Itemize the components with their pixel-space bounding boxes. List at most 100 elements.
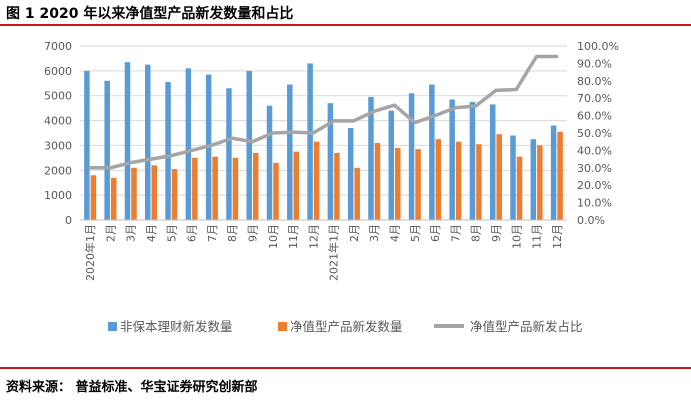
bar-non-guaranteed	[226, 88, 232, 220]
right-tick-label: 90.0%	[577, 57, 612, 70]
bar-net-value	[171, 169, 178, 220]
bar-net-value	[110, 177, 117, 220]
bar-net-value	[293, 151, 300, 220]
ratio-point	[169, 154, 173, 158]
bar-non-guaranteed	[368, 96, 374, 220]
right-tick-label: 10.0%	[577, 197, 612, 210]
bar-non-guaranteed	[530, 139, 537, 220]
x-tick-label: 6月	[186, 224, 199, 242]
ratio-point	[149, 157, 153, 161]
bar-non-guaranteed	[84, 70, 90, 220]
bar-net-value	[90, 175, 97, 220]
x-tick-label: 2020年1月	[83, 224, 97, 281]
left-tick-label: 7000	[44, 40, 72, 53]
bar-non-guaranteed	[327, 103, 334, 220]
bar-non-guaranteed	[347, 128, 354, 220]
ratio-point	[474, 104, 478, 108]
left-tick-label: 2000	[44, 164, 72, 177]
ratio-point	[230, 136, 234, 140]
right-tick-label: 50.0%	[577, 127, 612, 140]
right-tick-label: 60.0%	[577, 110, 612, 123]
right-tick-label: 100.0%	[577, 40, 619, 53]
chart: 0 1000 2000 3000 4000 5000 6000 7000 0.0% 10.0% 20…	[44, 40, 619, 334]
source-note: 资料来源： 普益标准、华宝证券研究创新部	[6, 380, 258, 395]
x-tick-label: 5月	[165, 224, 178, 242]
legend-label-orange: 净值型产品新发数量	[290, 319, 403, 334]
ratio-point	[453, 106, 457, 110]
x-tick-label: 2月	[348, 224, 361, 242]
bar-net-value	[313, 141, 320, 220]
x-tick-label: 10月	[267, 224, 280, 249]
legend-swatch-blue	[108, 322, 117, 331]
bar-non-guaranteed	[165, 82, 171, 220]
left-tick-label: 3000	[44, 139, 72, 152]
top-rule	[0, 24, 691, 26]
right-tick-label: 80.0%	[577, 75, 612, 88]
ratio-point	[555, 54, 559, 59]
bar-non-guaranteed	[185, 68, 192, 220]
ratio-point	[210, 143, 214, 147]
legend-label-gray: 净值型产品新发占比	[470, 319, 583, 334]
x-tick-label: 11月	[287, 224, 300, 249]
bar-non-guaranteed	[550, 125, 557, 220]
bar-net-value	[131, 167, 137, 220]
ratio-point	[534, 54, 539, 59]
bar-non-guaranteed	[246, 70, 252, 220]
right-tick-label: 40.0%	[577, 144, 612, 157]
x-tick-label: 4月	[145, 224, 158, 242]
figure-header: 图 1 2020 年以来净值型产品新发数量和占比	[0, 0, 691, 26]
x-tick-label: 7月	[206, 224, 219, 242]
x-tick-label: 5月	[409, 224, 422, 242]
ratio-point	[392, 103, 397, 107]
ratio-point	[250, 140, 255, 144]
bar-net-value	[252, 152, 259, 220]
x-tick-label: 12月	[551, 224, 564, 249]
right-tick-label: 30.0%	[577, 162, 612, 175]
x-tick-label: 4月	[389, 224, 402, 242]
bar-non-guaranteed	[266, 105, 273, 220]
right-tick-label: 20.0%	[577, 179, 612, 192]
x-tick-label: 7月	[449, 224, 462, 242]
bar-net-value	[354, 167, 360, 220]
bar-net-value	[415, 149, 421, 220]
bar-net-value	[455, 141, 462, 220]
left-tick-label: 1000	[44, 189, 72, 202]
bar-net-value	[334, 152, 340, 220]
bar-net-value	[273, 162, 279, 220]
bar-net-value	[192, 157, 198, 220]
legend-label-blue: 非保本理财新发数量	[120, 319, 233, 334]
ratio-point	[291, 130, 295, 134]
bar-non-guaranteed	[287, 84, 293, 221]
ratio-point	[352, 119, 356, 123]
ratio-point	[88, 166, 92, 170]
axes: 0 1000 2000 3000 4000 5000 6000 7000 0.0% 10.0% 20…	[44, 40, 619, 281]
ratio-point	[311, 131, 315, 135]
x-tick-label: 12月	[307, 224, 320, 249]
left-tick-label: 4000	[44, 115, 72, 128]
bar-non-guaranteed	[408, 93, 415, 220]
bar-non-guaranteed	[429, 84, 435, 221]
bar-net-value	[395, 147, 401, 220]
bar-non-guaranteed	[104, 80, 110, 220]
legend: 非保本理财新发数量 净值型产品新发数量 净值型产品新发占比	[108, 319, 583, 334]
x-tick-label: 3月	[368, 224, 381, 242]
bar-non-guaranteed	[489, 104, 496, 220]
right-tick-label: 70.0%	[577, 92, 612, 105]
ratio-line	[88, 54, 559, 170]
x-tick-label: 2021年1月	[327, 224, 341, 281]
bar-net-value	[516, 156, 523, 220]
x-tick-label: 9月	[246, 224, 259, 242]
ratio-point	[332, 119, 336, 123]
x-tick-label: 8月	[226, 224, 239, 242]
x-tick-label: 8月	[470, 224, 483, 242]
x-tick-label: 3月	[125, 224, 138, 242]
bottom-rule	[0, 367, 691, 369]
bar-non-guaranteed	[124, 62, 131, 221]
bar-non-guaranteed	[469, 101, 476, 220]
bar-non-guaranteed	[145, 64, 151, 220]
ratio-point	[413, 120, 417, 125]
ratio-point	[108, 166, 113, 170]
legend-swatch-orange	[278, 322, 287, 331]
bar-net-value	[496, 134, 502, 220]
bar-net-value	[232, 157, 239, 220]
